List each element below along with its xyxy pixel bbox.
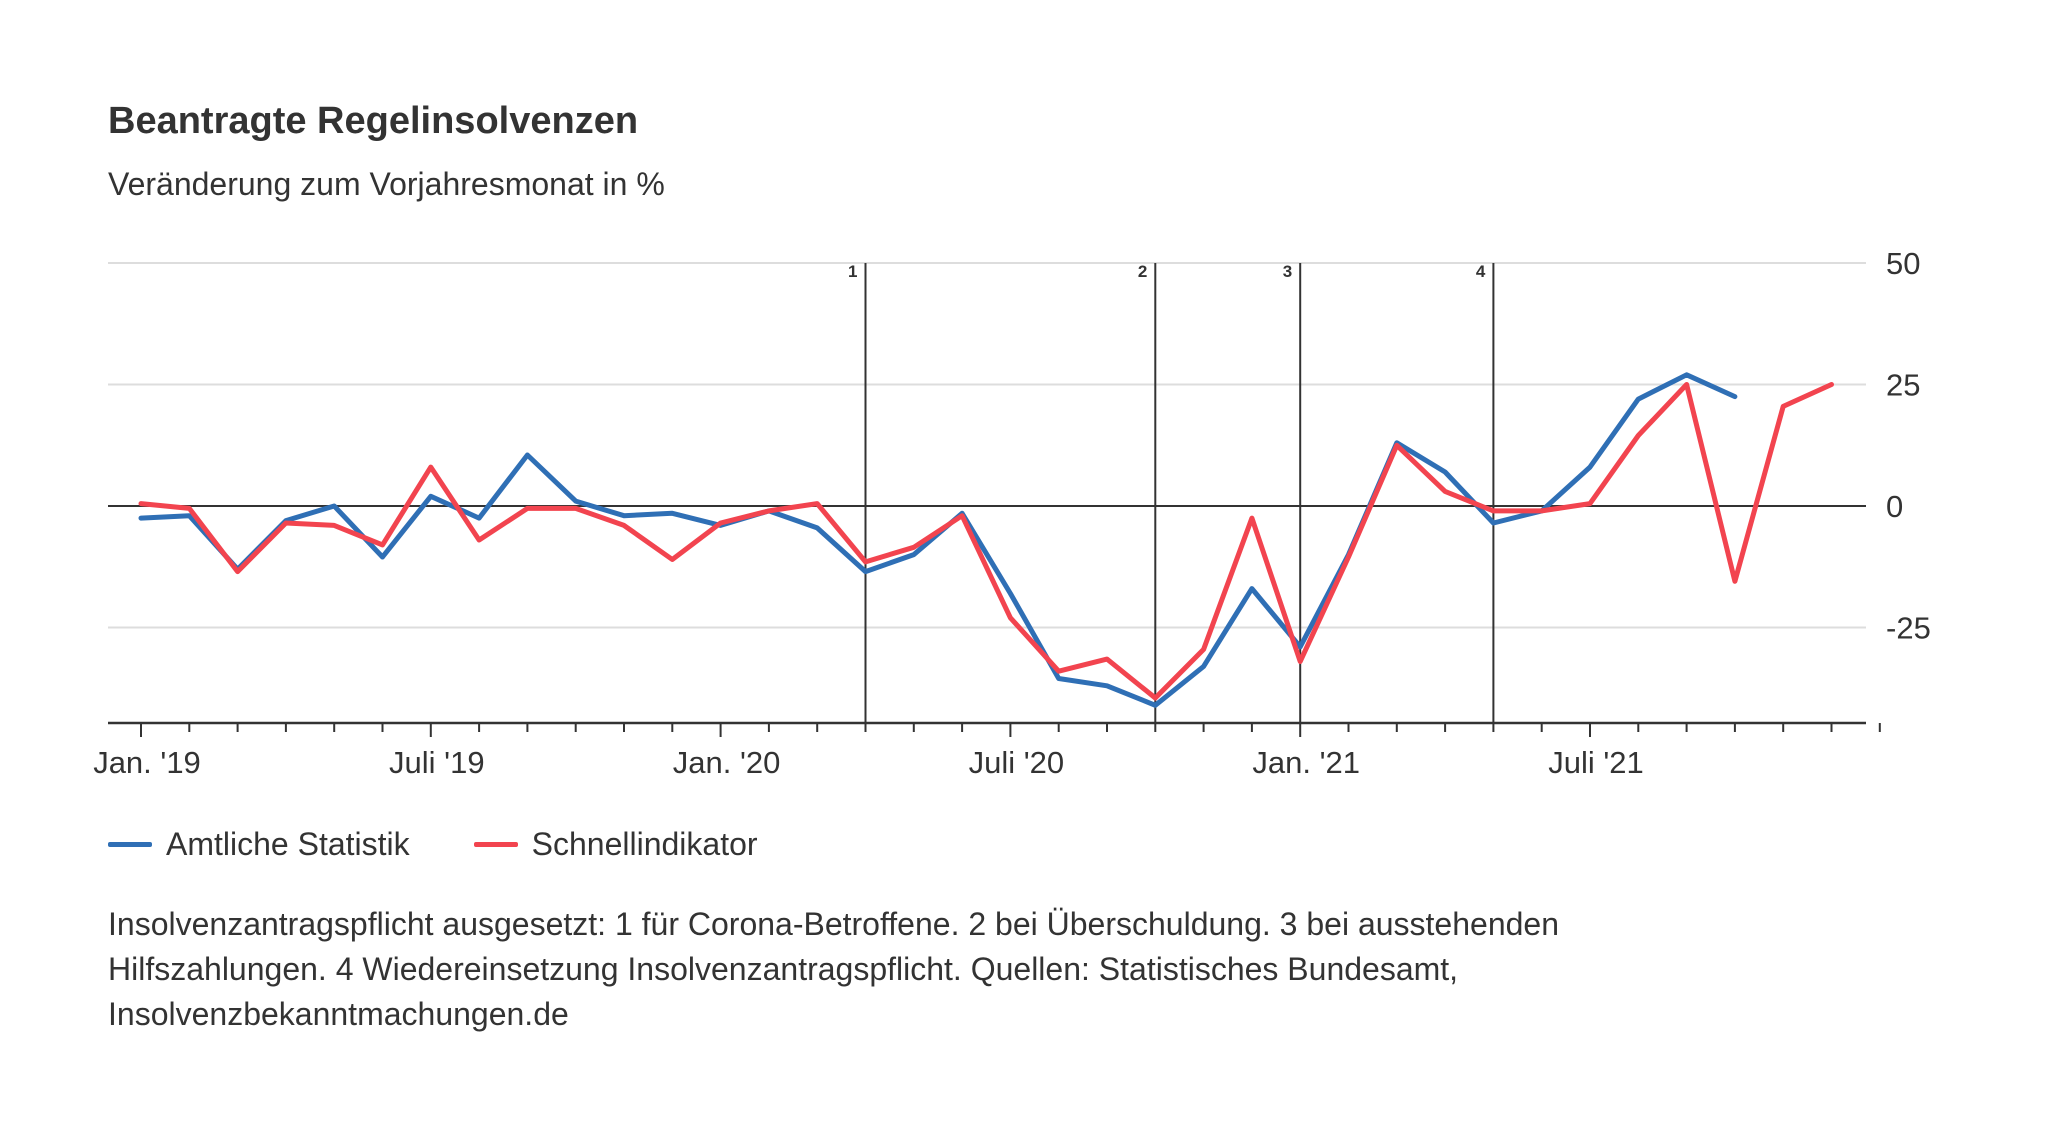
annotation-label: 1 xyxy=(848,262,857,281)
x-tick-label: Juli '21 xyxy=(1548,745,1644,780)
legend-swatch-schnellindikator xyxy=(473,842,518,847)
line-chart: 1 2 3 4 50 25 0 -25 Jan. '19 Juli '19 Jan. '20 Jul… xyxy=(93,246,1931,780)
y-tick-label: 0 xyxy=(1886,489,1903,524)
y-tick-label: 50 xyxy=(1886,246,1920,281)
series-line-schnellindikator xyxy=(138,382,1834,701)
legend-label-amtliche-statistik: Amtliche Statistik xyxy=(166,826,410,862)
legend-label-schnellindikator: Schnellindikator xyxy=(531,826,758,862)
x-tick-label: Jan. '21 xyxy=(1252,745,1360,780)
legend-swatch-amtliche-statistik xyxy=(108,842,152,847)
legend-item-schnellindikator[interactable]: Schnellindikator xyxy=(473,826,758,863)
x-tick-label: Juli '20 xyxy=(969,745,1065,780)
source-footnote: Insolvenzantragspflicht ausgesetzt: 1 fü… xyxy=(108,906,1559,1032)
legend: Amtliche Statistik Schnellindikator xyxy=(108,826,822,863)
annotation-label: 4 xyxy=(1476,262,1486,281)
legend-item-amtliche-statistik[interactable]: Amtliche Statistik xyxy=(108,826,410,863)
x-tick-label: Jan. '19 xyxy=(93,745,201,780)
annotation-label: 3 xyxy=(1283,262,1292,281)
chart-title: Beantragte Regelinsolvenzen xyxy=(108,100,639,142)
annotation-layer: 1 2 3 4 xyxy=(848,262,1495,723)
annotation-label: 2 xyxy=(1138,262,1147,281)
series-line-amtliche-statistik xyxy=(138,372,1738,708)
x-tick-label: Juli '19 xyxy=(389,745,485,780)
x-tick-label: Jan. '20 xyxy=(673,745,781,780)
chart-subtitle: Veränderung zum Vorjahresmonat in % xyxy=(108,166,665,202)
y-tick-label: 25 xyxy=(1886,368,1920,403)
y-tick-label: -25 xyxy=(1886,611,1931,646)
series-layer xyxy=(138,372,1834,708)
axis-layer: 50 25 0 -25 Jan. '19 Juli '19 Jan. '20 Juli '20… xyxy=(93,246,1931,780)
